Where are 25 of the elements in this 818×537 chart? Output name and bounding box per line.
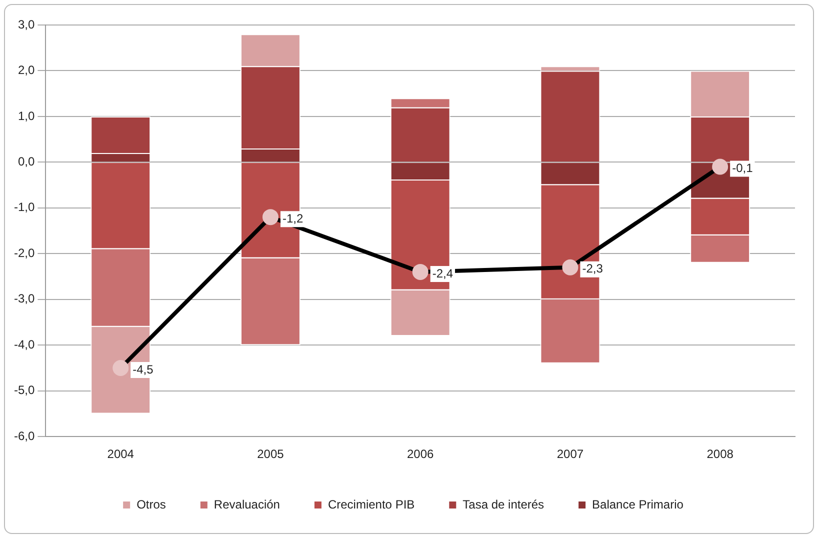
y-tick-label: -1,0 bbox=[14, 200, 35, 214]
data-label: -2,3 bbox=[582, 262, 604, 276]
x-tick-label: 2006 bbox=[406, 447, 434, 462]
y-tick-label: 2,0 bbox=[18, 63, 35, 78]
legend-label: Revaluación bbox=[214, 497, 280, 512]
x-tick-label: 2005 bbox=[257, 447, 284, 462]
legend-label: Otros bbox=[136, 497, 166, 512]
y-tick-label: -6,0 bbox=[14, 428, 35, 443]
y-tick-label: 1,0 bbox=[18, 108, 35, 123]
legend-label: Balance Primario bbox=[592, 497, 684, 512]
y-tick-label: 0,0 bbox=[18, 154, 35, 169]
data-label: -0,1 bbox=[732, 161, 754, 176]
legend-label: Tasa de interés bbox=[462, 497, 544, 512]
data-label: -1,2 bbox=[282, 211, 304, 226]
x-tick-label: 2008 bbox=[706, 447, 734, 462]
y-tick-label: -4,0 bbox=[14, 337, 35, 352]
x-tick-label: 2007 bbox=[556, 447, 584, 462]
y-tick-label: -5,0 bbox=[14, 383, 35, 398]
legend-label: Crecimiento PIB bbox=[328, 497, 415, 512]
x-tick-label: 2004 bbox=[107, 447, 134, 462]
y-tick-label: -2,0 bbox=[14, 246, 35, 260]
y-tick-label: -3,0 bbox=[14, 292, 35, 306]
data-label: -4,5 bbox=[132, 362, 154, 376]
data-label: -2,4 bbox=[432, 266, 454, 280]
y-tick-label: 3,0 bbox=[18, 17, 35, 32]
